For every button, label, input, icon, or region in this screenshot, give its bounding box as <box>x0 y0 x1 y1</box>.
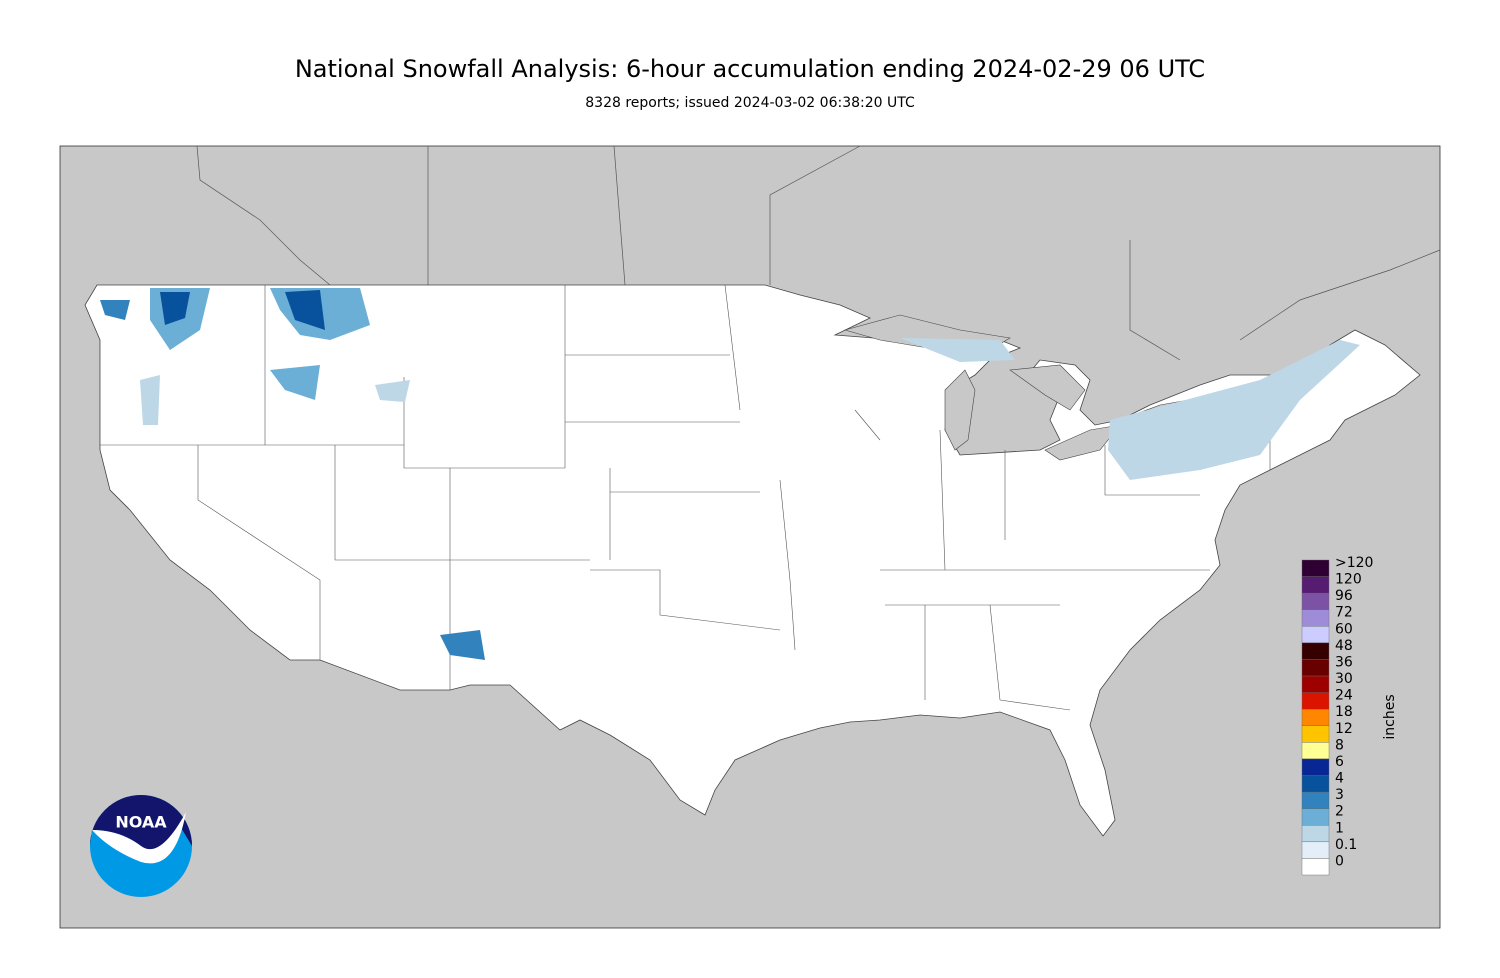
legend-label: 1 <box>1335 820 1344 836</box>
legend-swatch <box>1301 775 1330 793</box>
legend-label: 2 <box>1335 804 1344 820</box>
legend-label: 4 <box>1335 771 1344 787</box>
legend-label: >120 <box>1335 555 1373 571</box>
snow-area <box>375 380 410 402</box>
snow-area <box>270 365 320 400</box>
legend-label: 6 <box>1335 754 1344 770</box>
legend-swatch <box>1301 825 1330 843</box>
legend-swatch <box>1301 642 1330 660</box>
legend-label: 0 <box>1335 853 1344 869</box>
legend-swatch <box>1301 758 1330 776</box>
logo-text: NOAA <box>115 813 167 832</box>
legend-swatch <box>1301 576 1330 594</box>
logo-top <box>90 795 192 851</box>
legend-label: 12 <box>1335 721 1353 737</box>
legend-label: 36 <box>1335 654 1353 670</box>
state-borders <box>100 284 1271 711</box>
snow-areas <box>100 288 1360 660</box>
legend-label: 8 <box>1335 737 1344 753</box>
snow-area <box>1108 340 1360 480</box>
legend: inches >1201209672604836302418128643210.… <box>1301 555 1398 876</box>
legend-swatch <box>1301 725 1330 743</box>
legend-swatch <box>1301 692 1330 710</box>
legend-swatch <box>1301 659 1330 677</box>
legend-swatch <box>1301 559 1330 577</box>
legend-swatch <box>1301 808 1330 826</box>
title: National Snowfall Analysis: 6-hour accum… <box>295 55 1205 83</box>
legend-unit: inches <box>1382 694 1398 739</box>
legend-swatch <box>1301 791 1330 809</box>
legend-swatch <box>1301 709 1330 726</box>
logo-swoosh <box>92 812 186 864</box>
legend-swatch <box>1301 841 1330 859</box>
country-borders <box>196 145 1441 361</box>
legend-label: 96 <box>1335 588 1353 604</box>
legend-swatch <box>1301 609 1330 627</box>
snow-area <box>900 338 1015 362</box>
snow-area <box>160 292 190 325</box>
noaa-logo: NOAA <box>90 795 192 897</box>
snow-area <box>100 300 130 320</box>
subtitle: 8328 reports; issued 2024-03-02 06:38:20… <box>585 95 915 111</box>
snow-area <box>440 630 485 660</box>
legend-label: 30 <box>1335 671 1353 687</box>
legend-label: 48 <box>1335 638 1353 654</box>
snow-area <box>285 290 325 330</box>
legend-label: 60 <box>1335 621 1353 637</box>
legend-label: 3 <box>1335 787 1344 803</box>
legend-swatch <box>1301 626 1330 644</box>
legend-label: 120 <box>1335 572 1362 588</box>
legend-swatch <box>1301 675 1330 693</box>
legend-label: 72 <box>1335 605 1353 621</box>
legend-swatch <box>1301 858 1330 876</box>
legend-label: 18 <box>1335 704 1353 720</box>
legend-label: 24 <box>1335 688 1353 704</box>
legend-swatch <box>1301 592 1330 610</box>
snow-area <box>140 375 160 425</box>
legend-swatch <box>1301 742 1330 760</box>
legend-label: 0.1 <box>1335 837 1357 853</box>
map <box>59 145 1441 929</box>
conus-land <box>84 284 1421 837</box>
